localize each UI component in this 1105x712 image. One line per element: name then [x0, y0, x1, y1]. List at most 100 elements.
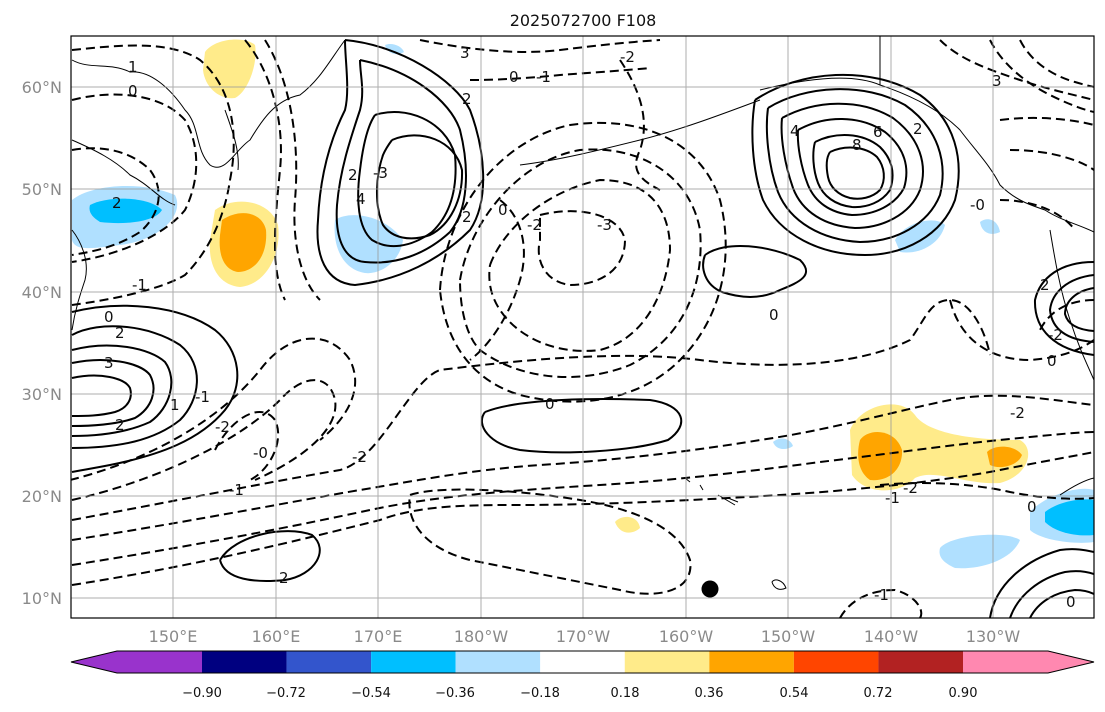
coastline: [771, 579, 787, 590]
anomaly-fill: [895, 220, 945, 253]
contour-line: [989, 39, 1094, 113]
lon-label: 170°W: [556, 627, 611, 646]
contour-label: -2: [1010, 404, 1025, 422]
contour-line: [71, 431, 1094, 566]
contour-line: [1048, 274, 1094, 343]
shaded-anomalies: [72, 39, 1094, 569]
colorbar-tick-label: −0.18: [520, 686, 560, 701]
contour-label: -1: [536, 68, 551, 86]
lat-label: 40°N: [22, 283, 62, 302]
anomaly-fill: [987, 446, 1022, 468]
lon-label: 150°W: [761, 627, 816, 646]
colorbar-tick-label: 0.54: [780, 686, 809, 701]
contour-label: 0: [509, 68, 519, 86]
contour-line: [375, 134, 464, 240]
colorbar-segment: [540, 651, 625, 673]
contour-line: [1009, 570, 1094, 618]
contour-line: [812, 134, 894, 209]
lon-label: 160°W: [659, 627, 714, 646]
lon-label: 150°E: [149, 627, 198, 646]
contour-label: -0: [253, 444, 268, 462]
colorbar-tick-label: 0.18: [611, 686, 640, 701]
contour-line: [71, 304, 239, 473]
colorbar-segment: [963, 651, 1094, 673]
colorbar-segment: [202, 651, 287, 673]
contour-line: [1033, 261, 1094, 356]
contour-label: -1: [229, 481, 244, 499]
contour-line: [264, 39, 321, 301]
anomaly-fill: [980, 219, 1000, 234]
contour-label: -3: [597, 216, 612, 234]
coastline: [519, 99, 761, 166]
colorbar: [70, 650, 1095, 674]
coastline: [71, 39, 346, 168]
colorbar-segment: [371, 651, 456, 673]
contour-line: [702, 245, 808, 298]
contour-label: 3: [992, 72, 1002, 90]
contour-line: [357, 110, 457, 248]
contour-line: [71, 325, 198, 449]
contour-line: [537, 210, 627, 287]
contour-label: -3: [373, 164, 388, 182]
coastline: [1059, 477, 1094, 496]
lat-label: 60°N: [22, 78, 62, 97]
contour-line: [71, 359, 155, 427]
contour-label: 6: [873, 123, 883, 141]
contour-line: [949, 299, 1094, 362]
contour-label: -2: [1048, 326, 1063, 344]
contour-line: [335, 59, 467, 264]
lon-label: 170°E: [354, 627, 403, 646]
contour-line: [71, 344, 173, 437]
contour-label: -2: [352, 448, 367, 466]
contour-label: 2: [1040, 276, 1050, 294]
contour-label: 1: [170, 396, 180, 414]
contour-label: -2: [620, 48, 635, 66]
lat-label: 10°N: [22, 589, 62, 608]
lon-label: 180°W: [454, 627, 509, 646]
contour-label: 0: [1047, 352, 1057, 370]
colorbar-segment: [624, 651, 710, 673]
lat-label: 20°N: [22, 487, 62, 506]
contour-line: [408, 488, 692, 595]
map-frame: [70, 35, 1095, 619]
contour-label: -2: [903, 479, 918, 497]
colorbar-tick-label: −0.36: [435, 686, 475, 701]
contour-line: [765, 88, 944, 244]
contour-label: 1: [128, 58, 138, 76]
lon-label: 130°W: [966, 627, 1021, 646]
anomaly-fill: [203, 39, 256, 99]
contour-label: -1: [195, 388, 210, 406]
lat-label: 50°N: [22, 180, 62, 199]
colorbar-tick-label: 0.90: [949, 686, 978, 701]
coastline: [1049, 229, 1094, 381]
contour-line: [459, 148, 702, 378]
contour-line: [316, 39, 485, 287]
contour-line: [839, 588, 923, 618]
contour-label: 2: [115, 416, 125, 434]
contour-line: [1029, 588, 1094, 618]
contour-label: -2: [527, 216, 542, 234]
contour-line: [419, 39, 661, 53]
contour-label: 4: [790, 122, 800, 140]
contour-line: [71, 44, 235, 306]
contour-label: 3: [104, 354, 114, 372]
colorbar-segment: [286, 651, 372, 673]
contour-labels: 1 0 2 -1 2 0 -1 1 2 3 4 2 -2 -3 4 6 8 -3…: [104, 44, 1076, 611]
lat-label: 30°N: [22, 385, 62, 404]
colorbar-segment: [455, 651, 541, 673]
contour-label: 0: [128, 82, 138, 100]
colorbar-outline: [70, 650, 1095, 674]
contour-label: 0: [769, 306, 779, 324]
contour-label: 0: [104, 308, 114, 326]
contour-line: [1063, 287, 1094, 332]
colorbar-segment: [793, 651, 879, 673]
contour-line: [751, 73, 960, 257]
anomaly-fill: [1045, 499, 1094, 536]
colorbar-tick-label: −0.54: [351, 686, 391, 701]
contour-label: -1: [885, 489, 900, 507]
contour-line: [619, 59, 661, 191]
coastline: [71, 229, 87, 331]
coastline: [224, 109, 239, 171]
colorbar-segment: [878, 651, 963, 673]
contour-line: [214, 410, 280, 481]
